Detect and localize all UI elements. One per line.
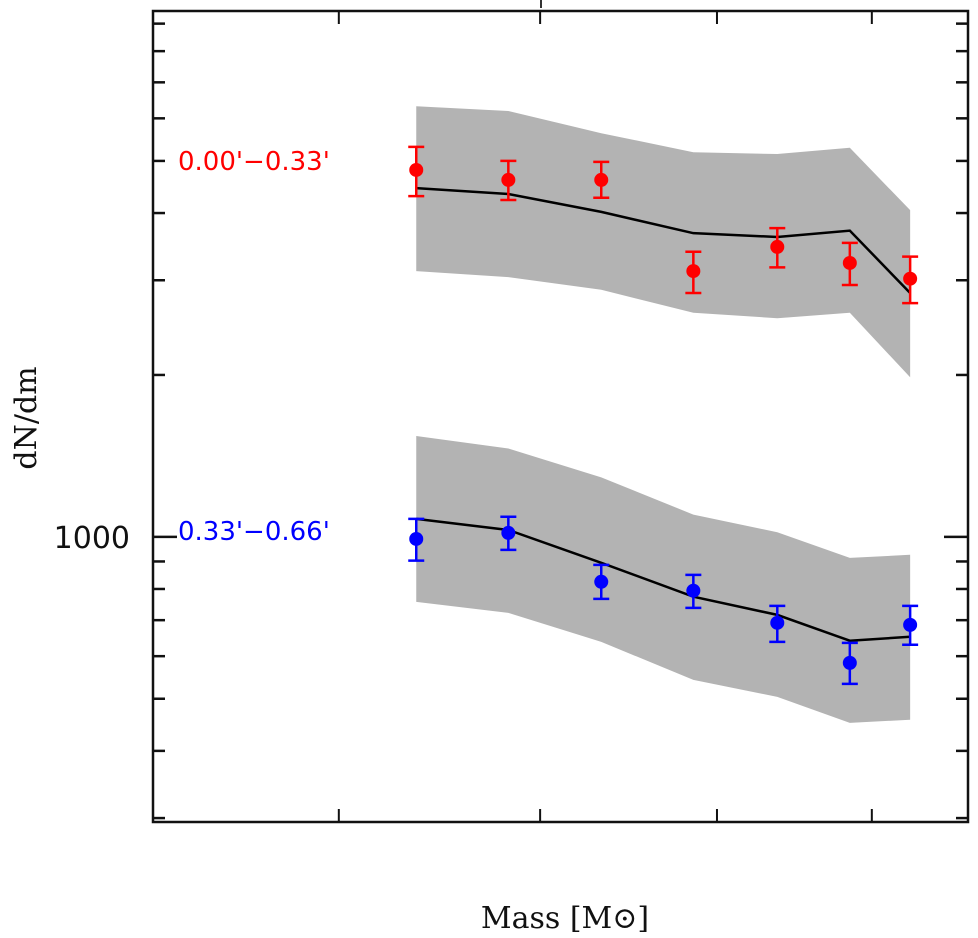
model-band-1 bbox=[416, 435, 911, 723]
data-point bbox=[409, 162, 424, 177]
data-point bbox=[770, 615, 785, 630]
data-point bbox=[594, 172, 609, 187]
y-axis-title: dN/dm bbox=[9, 366, 44, 469]
data-point bbox=[903, 271, 918, 286]
y-tick-label-1000: 1000 bbox=[54, 521, 130, 556]
data-point bbox=[842, 655, 857, 670]
axes bbox=[151, 0, 970, 824]
data-point bbox=[686, 264, 701, 279]
data-point bbox=[686, 583, 701, 598]
data-point bbox=[501, 172, 516, 187]
series-label-inner: 0.00'−0.33' bbox=[178, 147, 330, 177]
data-points bbox=[408, 145, 919, 686]
data-point bbox=[594, 574, 609, 589]
data-point bbox=[842, 255, 857, 270]
data-point bbox=[903, 617, 918, 632]
data-point bbox=[770, 239, 785, 254]
series-label-outer: 0.33'−0.66' bbox=[178, 517, 330, 547]
plot-frame bbox=[151, 9, 970, 824]
x-axis-title: Mass [M⊙] bbox=[481, 901, 649, 936]
model-bands bbox=[416, 106, 911, 723]
data-point bbox=[501, 525, 516, 540]
model-band-0 bbox=[416, 106, 911, 378]
data-point bbox=[409, 531, 424, 546]
